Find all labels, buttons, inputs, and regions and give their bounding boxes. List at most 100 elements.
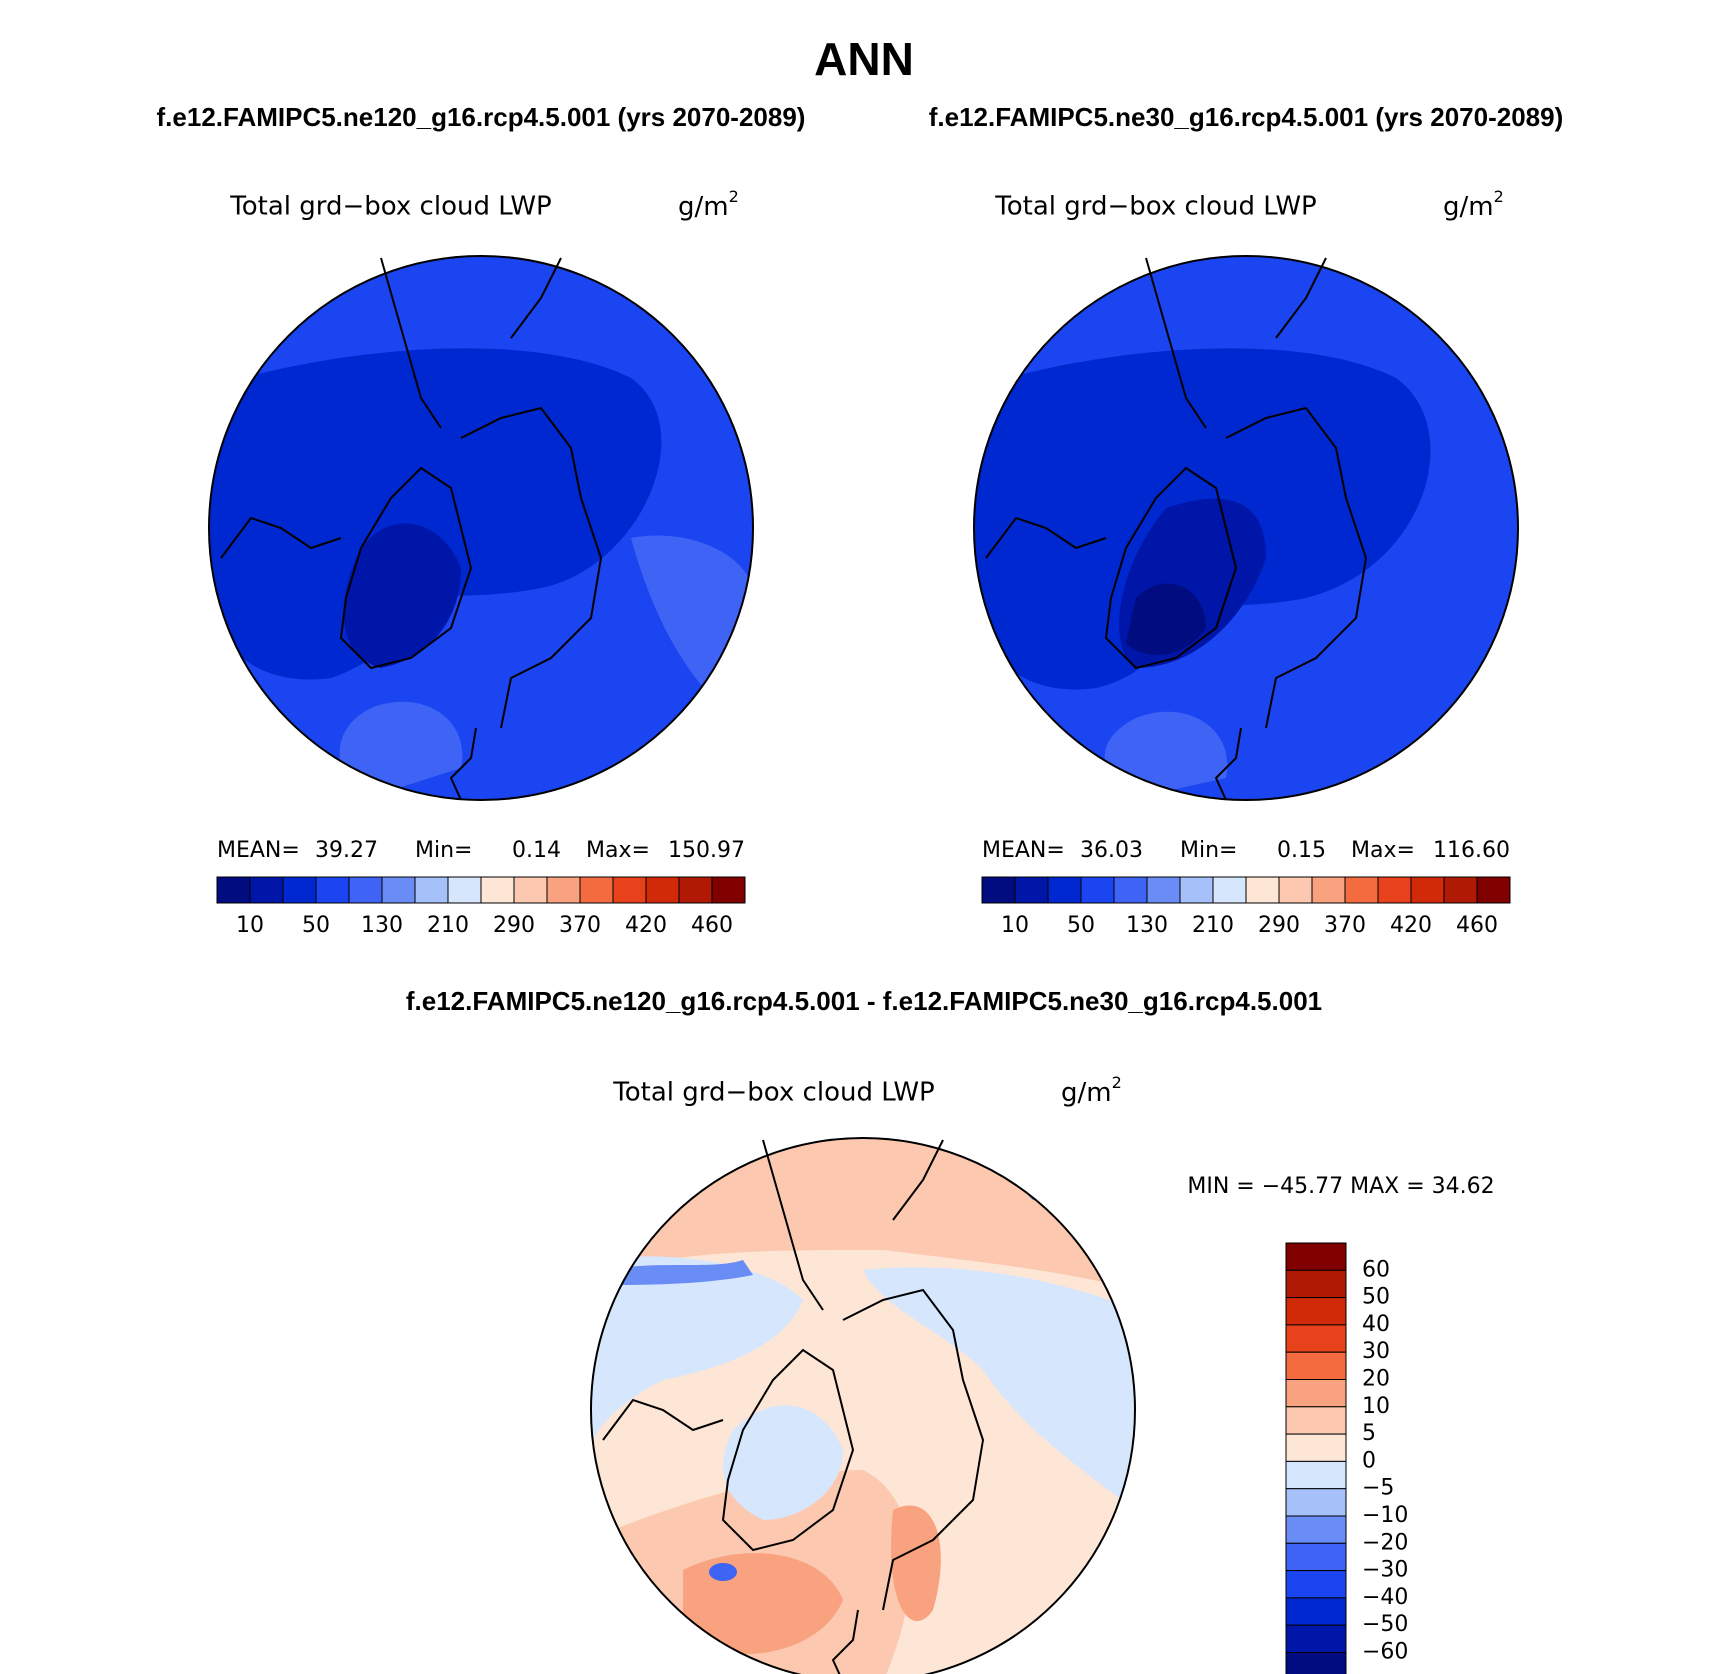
stat-label: 0.14 bbox=[512, 838, 561, 863]
map bbox=[973, 255, 1519, 801]
colorbar-box bbox=[1476, 876, 1511, 904]
colorbar-label: 420 bbox=[1390, 913, 1432, 938]
colorbar-box bbox=[447, 876, 482, 904]
colorbar-label: 0 bbox=[1362, 1448, 1376, 1473]
stat-label: Min= bbox=[415, 838, 472, 863]
colorbar-box bbox=[1285, 1652, 1347, 1674]
field-title: Total grd−box cloud LWP bbox=[994, 192, 1316, 222]
colorbar-label: 130 bbox=[1126, 913, 1168, 938]
colorbar-box bbox=[1285, 1515, 1347, 1544]
stat-label: MEAN= bbox=[217, 838, 300, 863]
units: g/m2 bbox=[1443, 187, 1504, 222]
colorbar-box bbox=[1047, 876, 1082, 904]
units: g/m2 bbox=[678, 187, 739, 222]
colorbar-box bbox=[1245, 876, 1280, 904]
colorbar-box bbox=[1146, 876, 1181, 904]
colorbar-box bbox=[1285, 1433, 1347, 1462]
units-power: 2 bbox=[1494, 187, 1504, 206]
map bbox=[208, 255, 754, 801]
colorbar-box bbox=[678, 876, 713, 904]
colorbar-label: 30 bbox=[1362, 1339, 1390, 1364]
colorbar-box bbox=[1377, 876, 1412, 904]
stat-label: 36.03 bbox=[1080, 838, 1143, 863]
subtitle: f.e12.FAMIPC5.ne120_g16.rcp4.5.001 - f.e… bbox=[406, 986, 1322, 1016]
colorbar-box bbox=[1285, 1242, 1347, 1271]
colorbar-box bbox=[1113, 876, 1148, 904]
colorbar-label: 10 bbox=[236, 913, 264, 938]
stat-label: 39.27 bbox=[315, 838, 378, 863]
colorbar-box bbox=[1311, 876, 1346, 904]
colorbar-label: 290 bbox=[493, 913, 535, 938]
stat-label: Max= bbox=[586, 838, 650, 863]
colorbar-label: 460 bbox=[691, 913, 733, 938]
colorbar-box bbox=[414, 876, 449, 904]
colorbar-box bbox=[1285, 1597, 1347, 1626]
colorbar-box bbox=[249, 876, 284, 904]
colorbar-label: 370 bbox=[1324, 913, 1366, 938]
title: ANN bbox=[814, 33, 914, 85]
colorbar-label: −30 bbox=[1362, 1558, 1408, 1583]
colorbar-label: 290 bbox=[1258, 913, 1300, 938]
colorbar-box bbox=[1285, 1406, 1347, 1435]
colorbar-box bbox=[1285, 1269, 1347, 1299]
colorbar-label: −60 bbox=[1362, 1640, 1408, 1665]
colorbar-label: 210 bbox=[1192, 913, 1234, 938]
colorbar-box bbox=[1285, 1542, 1347, 1572]
colorbar-box bbox=[1285, 1570, 1347, 1599]
stat-label: Min= bbox=[1180, 838, 1237, 863]
colorbar-box bbox=[612, 876, 647, 904]
field-title: Total grd−box cloud LWP bbox=[229, 192, 551, 222]
colorbar-box bbox=[348, 876, 383, 904]
stat-label: 0.15 bbox=[1277, 838, 1326, 863]
colorbar-box bbox=[711, 876, 746, 904]
stat-label: Max= bbox=[1351, 838, 1415, 863]
colorbar-label: 210 bbox=[427, 913, 469, 938]
colorbar-label: −5 bbox=[1362, 1476, 1394, 1501]
colorbar-box bbox=[513, 876, 548, 904]
units: g/m2 bbox=[1061, 1073, 1122, 1108]
colorbar-label: 5 bbox=[1362, 1421, 1376, 1446]
stat-label: 116.60 bbox=[1433, 838, 1510, 863]
colorbar-box bbox=[480, 876, 515, 904]
colorbar-box bbox=[1285, 1488, 1347, 1517]
colorbar-label: 60 bbox=[1362, 1257, 1390, 1282]
units-power: 2 bbox=[1112, 1073, 1122, 1092]
colorbar-box bbox=[1285, 1624, 1347, 1653]
stat-label: 150.97 bbox=[668, 838, 745, 863]
colorbar-label: 50 bbox=[1362, 1285, 1390, 1310]
colorbar-label: 40 bbox=[1362, 1312, 1390, 1337]
colorbar-label: 460 bbox=[1456, 913, 1498, 938]
colorbar-box bbox=[1285, 1460, 1347, 1490]
colorbar-box bbox=[1212, 876, 1247, 904]
map bbox=[590, 1137, 1136, 1674]
units-power: 2 bbox=[729, 187, 739, 206]
colorbar-box bbox=[282, 876, 317, 904]
colorbar-label: −10 bbox=[1362, 1503, 1408, 1528]
colorbar-box bbox=[216, 876, 251, 904]
colorbar-box bbox=[1080, 876, 1115, 904]
colorbar-box bbox=[1014, 876, 1049, 904]
subtitle: f.e12.FAMIPC5.ne30_g16.rcp4.5.001 (yrs 2… bbox=[929, 102, 1564, 132]
colorbar-label: 370 bbox=[559, 913, 601, 938]
units-text: g/m bbox=[678, 192, 729, 222]
colorbar-label: 10 bbox=[1001, 913, 1029, 938]
colorbar-label: −40 bbox=[1362, 1585, 1408, 1610]
colorbar-box bbox=[315, 876, 350, 904]
colorbar-box bbox=[546, 876, 581, 904]
units-text: g/m bbox=[1061, 1078, 1112, 1108]
colorbar-box bbox=[1179, 876, 1214, 904]
colorbar-label: −20 bbox=[1362, 1530, 1408, 1555]
colorbar-box bbox=[645, 876, 680, 904]
colorbar-box bbox=[981, 876, 1016, 904]
colorbar-box bbox=[1285, 1351, 1347, 1380]
stat-label: MEAN= bbox=[982, 838, 1065, 863]
colorbar-box bbox=[1285, 1324, 1347, 1353]
colorbar-box bbox=[1443, 876, 1478, 904]
colorbar-label: 50 bbox=[1067, 913, 1095, 938]
colorbar-label: 130 bbox=[361, 913, 403, 938]
colorbar-box bbox=[381, 876, 416, 904]
colorbar-label: 50 bbox=[302, 913, 330, 938]
colorbar-box bbox=[1285, 1297, 1347, 1326]
